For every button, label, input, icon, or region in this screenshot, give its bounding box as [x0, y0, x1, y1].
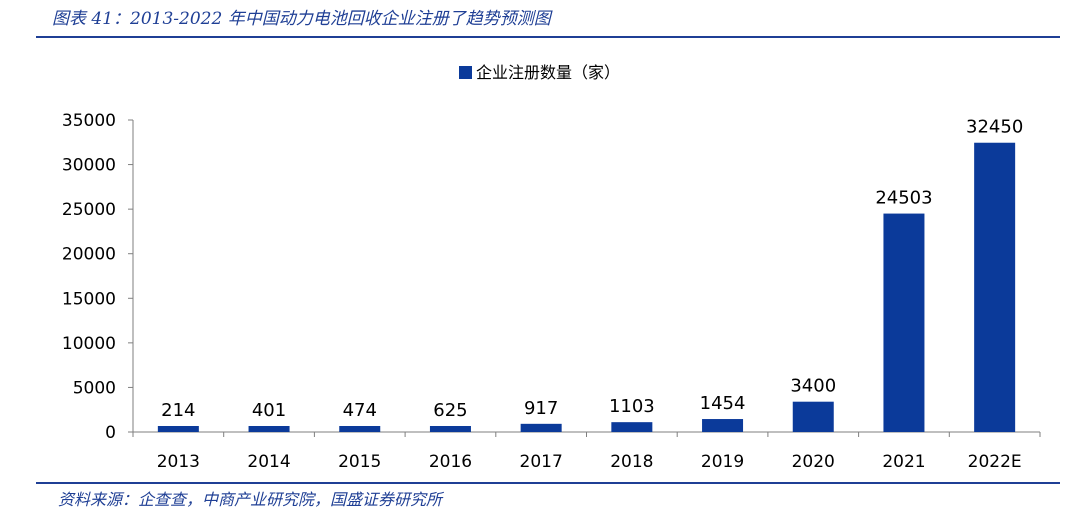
top-rule	[36, 36, 1060, 38]
y-tick-label: 35000	[62, 111, 116, 131]
data-label: 625	[433, 400, 467, 421]
y-axis: 0 5000 10000 15000 20000 25000 30000 35000	[62, 111, 134, 443]
x-tick-label: 2019	[701, 452, 744, 472]
data-label: 1103	[609, 396, 655, 417]
data-label: 401	[252, 400, 286, 421]
y-tick-label: 5000	[73, 378, 116, 398]
x-tick-label: 2018	[610, 452, 653, 472]
bar-chart: 企业注册数量（家） 0 5000 10000 15000 20000 25000 30000…	[62, 63, 1041, 472]
y-tick-label: 10000	[62, 334, 116, 354]
bar-2021	[883, 213, 925, 432]
x-tick-label: 2017	[520, 452, 563, 472]
y-tick-label: 15000	[62, 289, 116, 309]
legend-label: 企业注册数量（家）	[476, 63, 620, 82]
y-tick-label: 20000	[62, 245, 116, 265]
figure-title: 图表 41：2013-2022 年中国动力电池回收企业注册了趋势预测图	[52, 9, 551, 29]
bar-2018	[611, 422, 653, 432]
y-tick-label: 25000	[62, 200, 116, 220]
data-labels: 214 401 474 625 917 1103 1454 3400 24503 32450	[161, 117, 1023, 421]
x-tick-label: 2022E	[968, 452, 1022, 472]
bar-2019	[702, 419, 744, 432]
x-axis: 2013 2014 2015 2016 2017 2018 2019 2020 2021 2022…	[132, 431, 1041, 472]
x-tick-label: 2020	[792, 452, 835, 472]
y-tick-label: 0	[105, 423, 116, 443]
bottom-rule	[36, 482, 1060, 484]
data-label: 917	[524, 398, 558, 419]
bar-2020	[792, 401, 834, 432]
bar-2014	[248, 426, 290, 432]
x-tick-label: 2014	[247, 452, 290, 472]
bars	[157, 142, 1016, 432]
data-label: 3400	[790, 376, 836, 397]
bar-2017	[520, 423, 562, 432]
legend-swatch	[459, 66, 472, 79]
x-tick-label: 2015	[338, 452, 381, 472]
y-tick-label: 30000	[62, 156, 116, 176]
legend: 企业注册数量（家）	[459, 63, 620, 82]
x-tick-label: 2021	[882, 452, 925, 472]
data-label: 474	[343, 400, 377, 421]
data-label: 214	[161, 400, 195, 421]
data-label: 32450	[966, 117, 1023, 138]
x-tick-label: 2013	[157, 452, 200, 472]
data-label: 1454	[700, 393, 746, 414]
x-tick-label: 2016	[429, 452, 472, 472]
bar-2015	[339, 426, 381, 432]
bar-2013	[157, 426, 199, 432]
data-label: 24503	[875, 188, 932, 209]
bar-2022E	[974, 142, 1016, 432]
source-note: 资料来源：企查查，中商产业研究院，国盛证券研究所	[58, 490, 443, 509]
bar-2016	[429, 426, 471, 432]
